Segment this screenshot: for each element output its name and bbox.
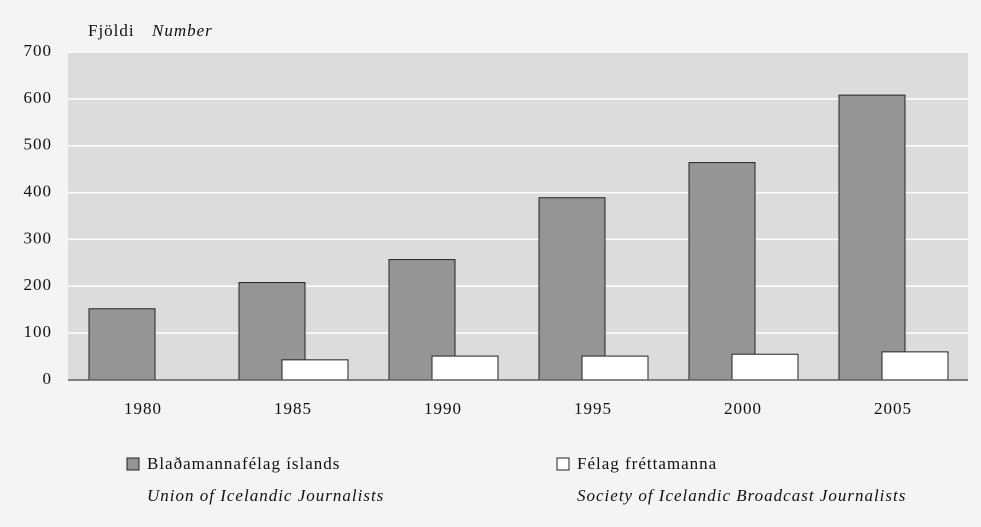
x-tick-label: 1985: [274, 399, 312, 418]
y-tick-label: 100: [24, 322, 53, 341]
x-tick-label: 1995: [574, 399, 612, 418]
y-tick-label: 300: [24, 228, 53, 247]
y-tick-label: 600: [24, 88, 53, 107]
x-tick-label: 1980: [124, 399, 162, 418]
y-tick-label: 500: [24, 135, 53, 154]
legend-swatch: [126, 457, 140, 471]
y-tick-label: 0: [43, 369, 53, 388]
bar: [688, 162, 756, 381]
bar: [731, 353, 799, 381]
legend-swatch: [556, 457, 570, 471]
y-axis-label: Fjöldi: [88, 21, 135, 40]
bar: [581, 355, 649, 381]
y-tick-label: 400: [24, 181, 53, 200]
bar: [881, 351, 949, 381]
legend-label: Félag fréttamanna: [577, 454, 717, 473]
legend-label-en: Union of Icelandic Journalists: [147, 486, 384, 505]
bar: [388, 259, 456, 381]
bar: [88, 308, 156, 381]
legend-label-en: Society of Icelandic Broadcast Journalis…: [577, 486, 906, 505]
x-tick-label: 2000: [724, 399, 762, 418]
bar: [281, 359, 349, 381]
y-tick-label: 700: [24, 41, 53, 60]
legend-label: Blaðamannafélag íslands: [147, 454, 340, 473]
x-tick-label: 1990: [424, 399, 462, 418]
y-axis-label-en: Number: [151, 21, 213, 40]
x-tick-label: 2005: [874, 399, 912, 418]
bar: [431, 355, 499, 381]
bar: [838, 94, 906, 381]
y-tick-label: 200: [24, 275, 53, 294]
bar: [538, 197, 606, 381]
plot-area: [68, 52, 968, 380]
